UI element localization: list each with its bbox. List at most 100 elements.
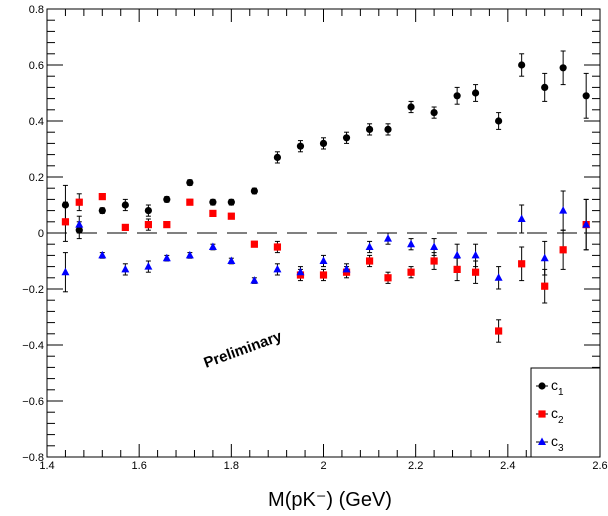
c1-point [430,109,438,117]
c2-point [471,268,480,276]
c3-point [365,242,374,250]
y-tick-label: −0.8 [22,452,44,464]
c3-point [162,253,171,262]
c1-point [365,125,374,133]
c1-point [209,198,217,206]
legend-label-c3: c3 [551,433,564,454]
c2-point [518,260,526,268]
x-tick-label: 1.8 [224,460,239,472]
c1-point [407,103,415,111]
c2-point [273,243,282,251]
c3-point [559,206,568,214]
legend: c1 c2 c3 [530,367,601,458]
x-tick-label: 2.4 [500,460,515,472]
c3-point [319,256,328,264]
c2-point [227,212,235,220]
c2-point [559,246,567,254]
y-tick-label: 0 [38,228,44,240]
c3-point [453,250,462,259]
c3-point [208,242,217,250]
y-tick-label: −0.6 [22,396,44,408]
c1-point [186,179,194,187]
c3-point [407,239,416,248]
x-axis-title: M(pK⁻) (GeV) [268,489,392,511]
c1-point [319,139,328,147]
c3-point [494,273,503,281]
y-tick-label: 0.4 [29,116,44,128]
y-tick-label: 0.2 [29,172,44,184]
data-markers [61,61,591,335]
c2-point [384,274,392,282]
c3-point [517,214,526,222]
c3-point [121,264,130,273]
c2-point [61,218,70,226]
c3-point [384,234,393,242]
x-tick-label: 2 [320,460,326,472]
error-bars [62,50,589,343]
c3-point [430,242,439,250]
c2-point [186,198,194,206]
c1-point [75,226,83,234]
c2-point [98,193,106,201]
c1-point [384,125,392,133]
c3-point [582,220,591,228]
c1-point [163,195,171,203]
c3-point [227,256,236,264]
c2-point [541,282,549,290]
x-tick-label: 1.6 [132,460,147,472]
c1-point [582,92,590,100]
c3-point [273,264,282,273]
legend-marker-c2 [538,410,546,418]
c1-point [471,89,480,97]
c1-point [61,201,70,209]
legend-marker-c1 [538,382,546,390]
c1-point [559,64,567,72]
c2-point [209,209,217,217]
c3-point [75,220,84,228]
c2-point [144,221,152,229]
c2-point [250,240,258,248]
c2-point [121,223,129,231]
c2-point [163,221,171,229]
y-tick-label: 0.6 [29,60,44,72]
c2-point [365,257,374,265]
legend-label-c1: c1 [551,377,564,398]
c1-point [495,117,503,125]
c2-point [319,271,328,279]
preliminary-annotation: Preliminary [202,328,285,372]
c2-point [407,268,415,276]
c3-point [61,267,70,276]
x-axis-tick-labels: 1.4 1.6 1.8 2 2.2 2.4 2.6 [39,460,607,472]
c3-point [144,262,153,270]
c1-point [273,153,282,161]
c3-point [342,264,351,273]
c3-point [185,250,194,259]
x-tick-label: 2.2 [408,460,423,472]
y-tick-label: −0.4 [22,340,44,352]
c3-point [471,250,480,259]
c2-point [495,327,503,335]
c1-point [518,61,526,69]
c1-point [121,201,129,209]
c3-point [540,253,549,262]
c2-point [75,198,83,206]
y-axis-tick-labels: 0.8 0.6 0.4 0.2 0 −0.2 −0.4 −0.6 −0.8 [22,4,44,464]
c1-point [98,207,106,215]
c3-point [250,276,259,284]
c2-point [453,265,461,273]
c1-point [296,142,305,150]
c3-point [98,250,107,259]
c1-point [453,92,461,100]
c1-point [227,198,235,206]
c1-point [541,83,549,91]
legend-label-c2: c2 [551,405,564,426]
c1-point [342,134,351,142]
c1-point [250,187,258,195]
c2-point [430,257,438,265]
c1-point [144,207,152,215]
c3-point [296,267,305,276]
x-tick-label: 2.6 [592,460,607,472]
y-tick-label: 0.8 [29,4,44,16]
x-tick-label: 1.4 [39,460,54,472]
